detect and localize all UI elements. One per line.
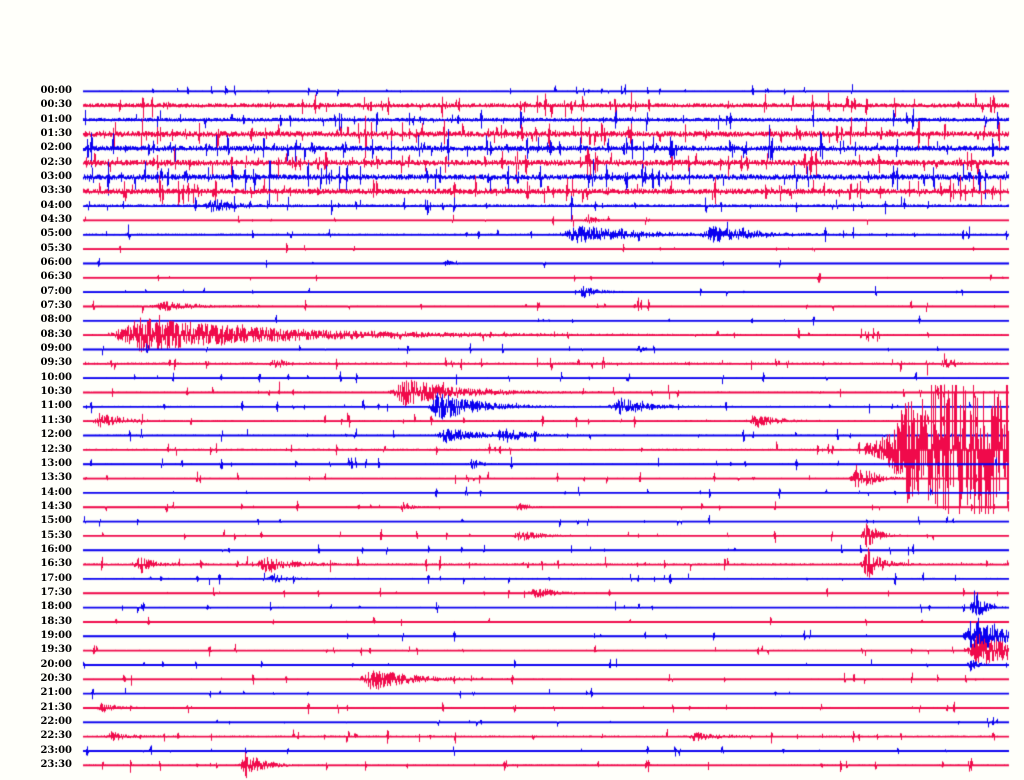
time-tick-label: 12:30: [40, 443, 72, 455]
time-tick-label: 09:30: [40, 357, 72, 369]
time-tick-label: 14:30: [40, 500, 72, 512]
time-tick-label: 02:00: [40, 142, 72, 154]
time-tick-label: 03:00: [40, 171, 72, 183]
time-tick-label: 01:30: [40, 128, 72, 140]
time-tick-label: 15:30: [40, 529, 72, 541]
time-tick-label: 15:00: [40, 515, 72, 527]
time-tick-label: 06:30: [40, 271, 72, 283]
time-tick-label: 12:00: [40, 429, 72, 441]
time-tick-label: 06:00: [40, 257, 72, 269]
time-tick-label: 08:00: [40, 314, 72, 326]
time-tick-label: 00:00: [40, 85, 72, 96]
time-tick-label: 07:00: [40, 285, 72, 297]
time-tick-label: 09:00: [40, 343, 72, 355]
time-tick-label: 13:30: [40, 472, 72, 484]
time-tick-label: 11:30: [40, 414, 72, 426]
time-tick-label: 10:30: [40, 386, 72, 398]
time-tick-label: 14:00: [40, 486, 72, 498]
time-tick-label: 21:00: [40, 687, 72, 699]
time-tick-label: 02:30: [40, 156, 72, 168]
time-tick-label: 05:00: [40, 228, 72, 240]
time-tick-label: 23:00: [40, 744, 72, 756]
time-tick-label: 10:00: [40, 371, 72, 383]
time-tick-label: 17:00: [40, 572, 72, 584]
time-tick-label: 18:30: [40, 615, 72, 627]
time-tick-label: 19:00: [40, 629, 72, 641]
time-tick-label: 23:30: [40, 758, 72, 770]
time-tick-label: 22:00: [40, 715, 72, 727]
time-tick-label: 22:30: [40, 730, 72, 742]
time-tick-label: 13:00: [40, 457, 72, 469]
time-tick-label: 08:30: [40, 328, 72, 340]
time-tick-label: 21:30: [40, 701, 72, 713]
time-tick-label: 03:30: [40, 185, 72, 197]
time-tick-label: 19:30: [40, 644, 72, 656]
time-tick-label: 04:30: [40, 214, 72, 226]
time-tick-label: 00:30: [40, 99, 72, 111]
time-tick-label: 07:30: [40, 300, 72, 312]
time-tick-label: 20:30: [40, 672, 72, 684]
time-tick-label: 16:00: [40, 543, 72, 555]
time-tick-label: 11:00: [40, 400, 72, 412]
time-tick-label: 16:30: [40, 558, 72, 570]
time-tick-label: 17:30: [40, 586, 72, 598]
time-tick-label: 05:30: [40, 242, 72, 254]
time-tick-label: 18:00: [40, 601, 72, 613]
time-axis: 00:00 00:30 01:00 01:30 02:00 02:30 03:00 03:30…: [0, 84, 80, 774]
time-tick-label: 04:00: [40, 199, 72, 211]
time-tick-label: 01:00: [40, 113, 72, 125]
time-tick-label: 20:00: [40, 658, 72, 670]
